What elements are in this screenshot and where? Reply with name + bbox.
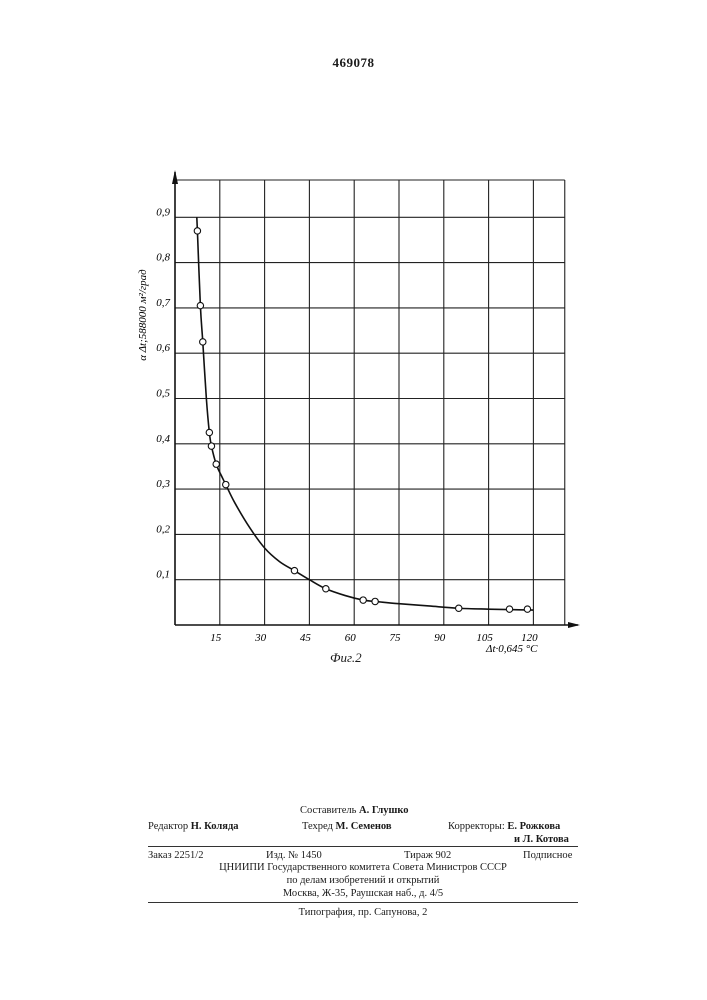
- x-tick-label: 75: [390, 632, 402, 644]
- y-tick-label: 0,8: [156, 252, 170, 264]
- data-point: [223, 481, 229, 487]
- data-point: [206, 429, 212, 435]
- corrector-name-2: и Л. Котова: [514, 834, 569, 845]
- publisher-org-line1: ЦНИИПИ Государственного комитета Совета …: [148, 861, 578, 874]
- corrector-2: и Л. Котова: [514, 833, 569, 846]
- correctors-label: Корректоры:: [448, 821, 505, 832]
- corrector-name-1: Е. Рожкова: [507, 821, 560, 832]
- y-tick-label: 0,1: [156, 569, 170, 581]
- tech-editor-name: М. Семенов: [336, 821, 392, 832]
- correctors-credit: Корректоры: Е. Рожкова: [448, 820, 560, 833]
- y-tick-label: 0,4: [156, 433, 170, 445]
- compiler-label: Составитель: [300, 805, 356, 816]
- data-point: [323, 586, 329, 592]
- publisher-address: Москва, Ж-35, Раушская наб., д. 4/5: [148, 887, 578, 900]
- fitted-curve: [197, 217, 534, 610]
- printer-line: Типография, пр. Сапунова, 2: [148, 906, 578, 919]
- imprint-divider-bottom: [148, 902, 578, 903]
- data-point: [372, 598, 378, 604]
- figure-2-chart: 1530456075901051200,10,20,30,40,50,60,70…: [0, 0, 707, 700]
- y-axis-label: α Δt;588000 м²/град: [137, 269, 149, 361]
- x-axis-arrow: [568, 622, 580, 628]
- x-tick-label: 90: [434, 632, 446, 644]
- editor-label: Редактор: [148, 821, 188, 832]
- data-point: [197, 302, 203, 308]
- x-tick-label: 30: [254, 632, 267, 644]
- y-tick-label: 0,3: [156, 478, 170, 490]
- publisher-org-line2: по делам изобретений и открытий: [148, 874, 578, 887]
- data-point: [194, 228, 200, 234]
- tech-editor-label: Техред: [302, 821, 333, 832]
- data-point: [360, 597, 366, 603]
- chart-grid: [175, 180, 565, 625]
- y-axis-arrow: [172, 170, 178, 184]
- y-tick-label: 0,7: [156, 297, 170, 309]
- tech-editor-credit: Техред М. Семенов: [302, 820, 392, 833]
- data-point: [506, 606, 512, 612]
- x-axis-label: Δt·0,645 °C: [485, 643, 538, 655]
- x-tick-label: 45: [300, 632, 312, 644]
- data-point: [213, 461, 219, 467]
- compiler-credit: Составитель А. Глушко: [300, 804, 409, 817]
- data-point: [291, 567, 297, 573]
- data-points: [194, 228, 530, 613]
- editor-credit: Редактор Н. Коляда: [148, 820, 239, 833]
- compiler-name: А. Глушко: [359, 805, 409, 816]
- imprint-divider-top: [148, 846, 578, 847]
- editor-name: Н. Коляда: [191, 821, 239, 832]
- y-tick-label: 0,5: [156, 388, 170, 400]
- y-tick-label: 0,2: [156, 523, 170, 535]
- data-point: [456, 605, 462, 611]
- figure-caption: Фиг.2: [330, 650, 362, 666]
- data-point: [524, 606, 530, 612]
- x-tick-label: 60: [345, 632, 357, 644]
- y-tick-label: 0,6: [156, 342, 170, 354]
- data-point: [208, 443, 214, 449]
- x-tick-label: 15: [210, 632, 222, 644]
- chart-tick-labels: 1530456075901051200,10,20,30,40,50,60,70…: [156, 206, 538, 644]
- y-tick-label: 0,9: [156, 206, 170, 218]
- data-point: [200, 339, 206, 345]
